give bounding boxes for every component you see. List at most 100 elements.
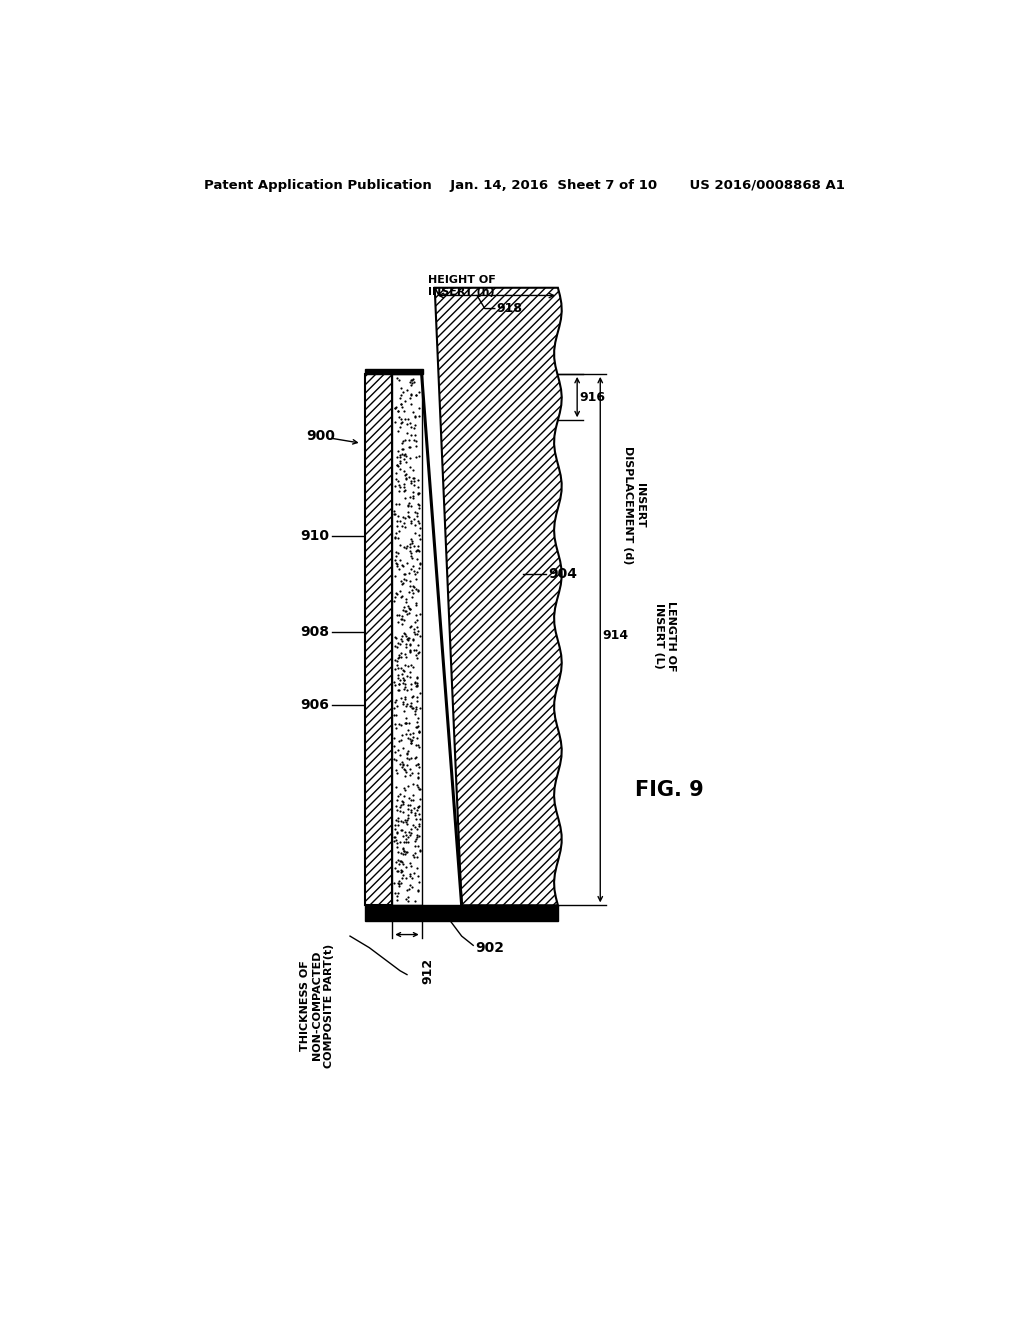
Point [409, 644, 425, 665]
Point [386, 671, 402, 692]
Point [397, 467, 414, 488]
Point [399, 809, 416, 830]
Text: FIG. 9: FIG. 9 [635, 780, 703, 800]
Point [406, 845, 422, 866]
Point [387, 545, 403, 566]
Point [398, 713, 415, 734]
Point [396, 429, 413, 450]
Point [390, 644, 407, 665]
Point [409, 673, 425, 694]
Point [397, 673, 414, 694]
Point [389, 789, 406, 810]
Point [388, 396, 404, 417]
Point [391, 445, 408, 466]
Point [391, 494, 408, 515]
Point [402, 545, 419, 566]
Point [407, 673, 423, 694]
Point [395, 569, 412, 590]
Point [404, 587, 421, 609]
Point [393, 715, 410, 737]
Point [387, 814, 403, 836]
Point [408, 430, 424, 451]
Point [394, 433, 411, 454]
Point [388, 696, 404, 717]
Point [402, 642, 419, 663]
Point [400, 713, 417, 734]
Point [400, 507, 417, 528]
Point [393, 730, 410, 751]
Point [403, 370, 420, 391]
Point [386, 857, 402, 878]
Point [391, 673, 408, 694]
Point [411, 779, 427, 800]
Point [388, 463, 404, 484]
Point [390, 814, 407, 836]
Point [406, 723, 422, 744]
Point [402, 693, 419, 714]
Point [389, 810, 406, 832]
Point [387, 818, 403, 840]
Point [412, 840, 428, 861]
Point [409, 562, 425, 583]
Point [395, 400, 412, 421]
Point [411, 498, 427, 519]
Point [399, 553, 416, 574]
Point [392, 570, 409, 591]
Point [400, 630, 417, 651]
Point [399, 808, 416, 829]
Point [400, 466, 417, 487]
Text: 904: 904 [548, 568, 577, 581]
Point [392, 784, 409, 805]
Point [398, 879, 415, 900]
Point [391, 407, 408, 428]
Point [395, 838, 412, 859]
Point [411, 825, 427, 846]
Point [401, 788, 418, 809]
Point [399, 495, 416, 516]
Point [394, 614, 411, 635]
Point [401, 634, 418, 655]
Point [387, 826, 403, 847]
Point [397, 408, 414, 429]
Point [395, 701, 412, 722]
Point [401, 598, 418, 619]
Point [408, 696, 424, 717]
Point [402, 558, 419, 579]
Point [410, 715, 426, 737]
Point [390, 474, 407, 495]
Point [397, 686, 414, 708]
Point [400, 502, 417, 523]
Point [399, 665, 416, 686]
Point [389, 605, 406, 626]
Point [410, 539, 426, 560]
Point [391, 850, 408, 871]
Point [412, 528, 428, 549]
Point [398, 832, 415, 853]
Point [392, 832, 409, 853]
Point [395, 838, 412, 859]
Point [386, 697, 402, 718]
Point [400, 492, 417, 513]
Point [390, 853, 407, 874]
Point [411, 557, 427, 578]
Point [389, 665, 406, 686]
Point [408, 746, 424, 767]
Text: 912: 912 [422, 958, 434, 983]
Text: Patent Application Publication    Jan. 14, 2016  Sheet 7 of 10       US 2016/000: Patent Application Publication Jan. 14, … [205, 178, 845, 191]
Point [410, 796, 426, 817]
Point [412, 721, 428, 742]
Point [403, 372, 420, 393]
Point [397, 708, 414, 729]
Point [388, 553, 404, 574]
Point [388, 851, 404, 873]
Point [392, 801, 409, 822]
Point [409, 616, 425, 638]
Point [399, 628, 416, 649]
Point [388, 822, 404, 843]
Point [402, 511, 419, 532]
Point [408, 735, 424, 756]
Point [401, 879, 418, 900]
Point [402, 543, 419, 564]
Point [386, 500, 402, 521]
Point [404, 628, 421, 649]
